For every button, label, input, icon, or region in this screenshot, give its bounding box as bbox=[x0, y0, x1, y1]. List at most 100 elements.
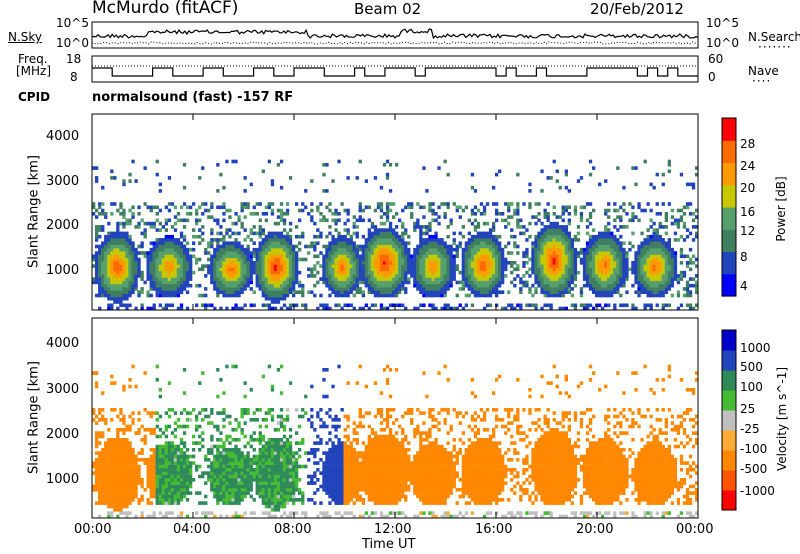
power-cell bbox=[189, 254, 193, 259]
velocity-cell bbox=[119, 481, 123, 485]
velocity-cell bbox=[113, 478, 117, 482]
velocity-cell bbox=[231, 501, 235, 505]
power-cell bbox=[331, 261, 335, 265]
velocity-cell bbox=[104, 468, 108, 472]
power-cell bbox=[449, 277, 453, 281]
power-cell bbox=[261, 228, 265, 232]
velocity-cell bbox=[107, 491, 111, 495]
power-cell bbox=[634, 270, 638, 275]
power-cell bbox=[210, 228, 214, 232]
power-cell bbox=[449, 247, 453, 252]
velocity-cell bbox=[125, 484, 129, 489]
velocity-cell bbox=[255, 488, 259, 492]
velocity-cell bbox=[216, 438, 220, 442]
power-cell bbox=[482, 306, 487, 311]
power-cell bbox=[210, 238, 214, 242]
power-cell bbox=[458, 244, 462, 249]
power-cell bbox=[646, 202, 650, 206]
velocity-cell bbox=[173, 434, 178, 439]
power-cell bbox=[213, 261, 217, 265]
power-cell bbox=[146, 205, 150, 210]
velocity-cell bbox=[222, 488, 226, 492]
power-cell bbox=[540, 274, 544, 278]
velocity-cell bbox=[231, 451, 235, 455]
power-cell bbox=[543, 238, 547, 242]
power-cell bbox=[670, 277, 674, 281]
power-cell bbox=[522, 264, 526, 268]
power-cell bbox=[652, 277, 656, 281]
power-cell bbox=[479, 290, 484, 294]
power-cell bbox=[334, 303, 338, 308]
power-cell bbox=[325, 163, 329, 167]
velocity-cell bbox=[143, 441, 147, 445]
power-cell bbox=[282, 290, 287, 294]
power-cell bbox=[373, 234, 378, 239]
power-cell bbox=[276, 264, 281, 268]
power-cell bbox=[646, 228, 650, 232]
power-cell bbox=[407, 241, 411, 245]
power-cell bbox=[243, 176, 247, 180]
power-cell bbox=[107, 264, 111, 268]
power-cell bbox=[501, 254, 505, 259]
power-cell bbox=[382, 238, 387, 242]
power-cell bbox=[228, 264, 232, 268]
power-cell bbox=[582, 264, 587, 268]
power-cell bbox=[582, 274, 587, 278]
velocity-cell bbox=[119, 458, 123, 462]
power-cell bbox=[495, 218, 499, 223]
power-cell bbox=[301, 257, 305, 262]
velocity-cell bbox=[237, 498, 241, 502]
power-cell bbox=[458, 287, 462, 291]
power-cell bbox=[416, 264, 420, 268]
velocity-cell bbox=[140, 478, 144, 482]
velocity-cell bbox=[119, 498, 123, 502]
power-cell bbox=[616, 254, 620, 259]
power-cell bbox=[613, 225, 617, 229]
power-cell bbox=[210, 264, 214, 268]
power-cell bbox=[534, 221, 538, 226]
power-cell bbox=[655, 247, 659, 252]
power-cell bbox=[167, 283, 172, 288]
power-cell bbox=[598, 234, 602, 239]
power-cell bbox=[104, 257, 108, 262]
power-cell bbox=[498, 261, 502, 265]
power-cell bbox=[507, 205, 511, 210]
power-cell bbox=[307, 267, 311, 272]
power-cell bbox=[285, 251, 290, 255]
velocity-cell bbox=[101, 448, 105, 452]
power-cell bbox=[649, 208, 653, 213]
power-cell bbox=[595, 274, 599, 278]
power-cell bbox=[601, 283, 605, 288]
power-cell bbox=[95, 244, 99, 249]
velocity-cell bbox=[179, 451, 184, 455]
velocity-cell bbox=[252, 448, 256, 452]
power-cell bbox=[252, 303, 256, 308]
power-cell bbox=[273, 231, 278, 236]
velocity-cell bbox=[182, 471, 187, 475]
power-cell bbox=[488, 277, 493, 281]
power-cell bbox=[616, 277, 620, 281]
velocity-cell bbox=[246, 408, 250, 412]
power-cell bbox=[592, 228, 596, 232]
power-cell bbox=[261, 247, 265, 252]
velocity-cell bbox=[95, 484, 99, 489]
power-cell bbox=[667, 244, 671, 249]
power-cell bbox=[404, 241, 408, 245]
velocity-cell bbox=[164, 441, 168, 445]
power-cell bbox=[388, 257, 393, 262]
power-cell bbox=[249, 264, 253, 268]
power-cell bbox=[334, 267, 338, 272]
power-cell bbox=[537, 261, 541, 265]
power-cell bbox=[328, 264, 332, 268]
power-cell bbox=[561, 251, 565, 255]
velocity-cell bbox=[201, 438, 205, 442]
velocity-cell bbox=[110, 451, 114, 455]
power-cell bbox=[455, 254, 459, 259]
velocity-cell bbox=[198, 381, 202, 385]
power-cell bbox=[270, 208, 275, 213]
power-cell bbox=[495, 290, 499, 294]
power-cell bbox=[161, 238, 165, 242]
velocity-cell bbox=[101, 408, 105, 412]
power-cell bbox=[379, 277, 384, 281]
power-cell bbox=[534, 267, 538, 272]
